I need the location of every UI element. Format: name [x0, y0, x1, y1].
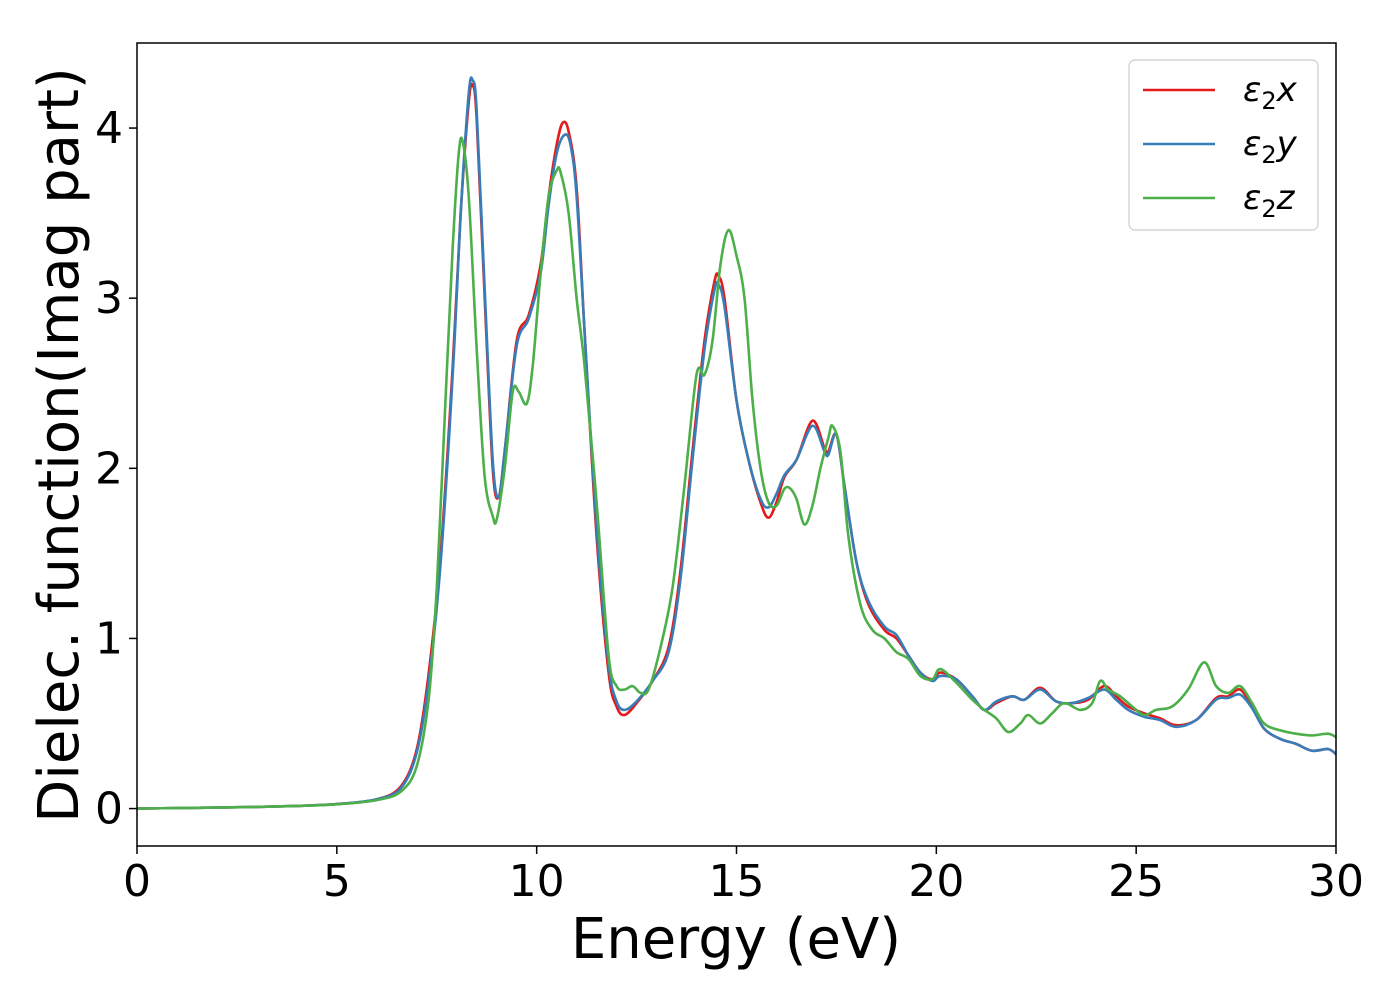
x-axis-title: Energy (eV) — [571, 907, 901, 972]
x-tick-label: 0 — [123, 856, 151, 907]
series-lines — [136, 76, 1337, 810]
legend-box — [1128, 59, 1319, 231]
x-tick-label: 25 — [1108, 856, 1164, 907]
x-tick-label: 20 — [908, 856, 964, 907]
y-tick-label: 2 — [95, 443, 123, 494]
y-tick-label: 0 — [95, 784, 123, 835]
x-axis-ticks: 0 5 10 15 20 25 30 — [123, 846, 1364, 907]
y-tick-label: 3 — [95, 273, 123, 324]
series-line-z — [136, 136, 1337, 810]
legend-label-y: ε2y — [1243, 124, 1298, 169]
x-tick-label: 5 — [323, 856, 351, 907]
y-axis-ticks: 0 1 2 3 4 — [95, 103, 137, 835]
legend-label-x: ε2x — [1243, 70, 1298, 115]
y-tick-label: 4 — [95, 103, 123, 154]
series-line-y — [136, 76, 1337, 810]
legend-label-z: ε2z — [1243, 178, 1296, 223]
legend: ε2x ε2y ε2z — [1128, 59, 1319, 231]
x-tick-label: 10 — [509, 856, 565, 907]
x-tick-label: 30 — [1308, 856, 1364, 907]
x-tick-label: 15 — [709, 856, 765, 907]
y-tick-label: 1 — [95, 613, 123, 664]
y-axis-title: Dielec. function(Imag part) — [27, 67, 92, 823]
